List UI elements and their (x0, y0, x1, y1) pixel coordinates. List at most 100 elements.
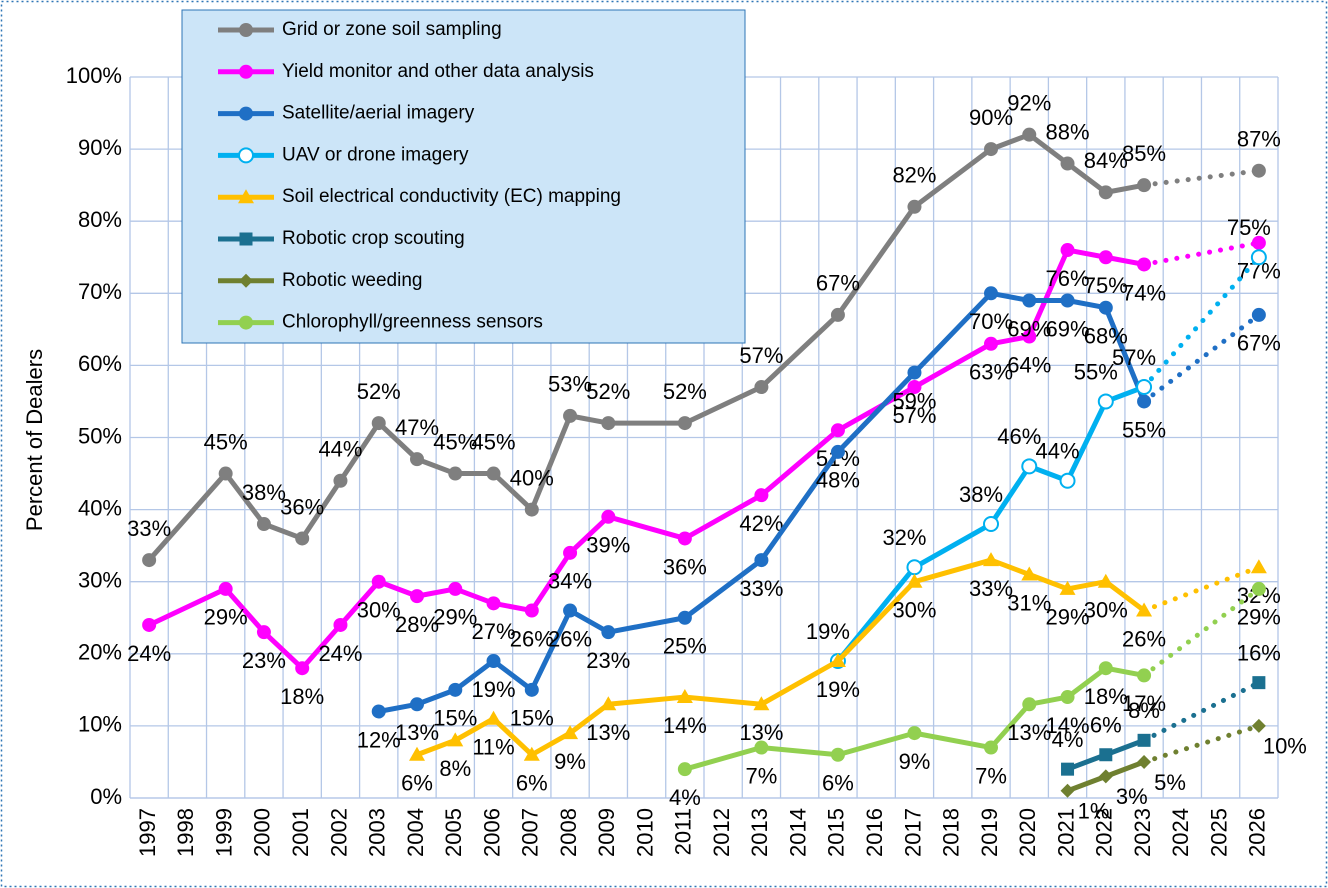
data-label: 45% (433, 429, 477, 454)
data-label: 16% (1237, 640, 1281, 665)
data-label: 11% (472, 735, 514, 760)
marker (1059, 472, 1076, 489)
x-tick-label: 2021 (1053, 808, 1078, 857)
data-label: 8% (1128, 698, 1160, 723)
marker (239, 232, 253, 246)
data-label: 85% (1122, 141, 1166, 166)
line-projection (1141, 586, 1262, 678)
marker (410, 697, 424, 712)
data-label: 46% (997, 424, 1041, 449)
data-label: 57% (892, 403, 936, 428)
marker (524, 502, 539, 517)
legend-label: Soil electrical conductivity (EC) mappin… (282, 186, 621, 207)
series (142, 235, 1266, 676)
data-label: 88% (1046, 119, 1090, 144)
marker (1098, 300, 1113, 315)
data-label: 38% (242, 480, 286, 505)
marker (677, 762, 692, 777)
x-tick-label: 2011 (671, 808, 696, 855)
data-label: 10% (1263, 734, 1307, 759)
data-label: 24% (127, 641, 171, 666)
line-projection (1141, 254, 1262, 390)
data-label: 25% (663, 634, 707, 659)
marker (239, 106, 253, 121)
marker (295, 661, 310, 676)
line-projection (1141, 168, 1262, 188)
data-label: 6% (401, 771, 433, 796)
marker (448, 682, 463, 697)
marker (410, 452, 424, 467)
data-label: 59% (892, 388, 936, 413)
data-label: 82% (892, 163, 936, 188)
y-axis-label: Percent of Dealers (22, 349, 47, 531)
x-tick-label: 2013 (747, 808, 772, 857)
data-label: 5% (1154, 770, 1186, 795)
data-label: 18% (280, 684, 324, 709)
data-label: 45% (472, 429, 516, 454)
marker (563, 408, 578, 423)
marker (142, 617, 157, 632)
line-projection (1141, 723, 1262, 765)
marker (754, 740, 769, 755)
data-label: 17% (1122, 691, 1166, 716)
marker (754, 380, 769, 395)
x-tick-label: 2004 (403, 808, 428, 857)
marker (448, 581, 463, 596)
data-label: 19% (472, 677, 516, 702)
data-label: 3% (1116, 784, 1148, 809)
data-label: 48% (816, 468, 860, 493)
marker (1137, 733, 1151, 747)
marker (333, 473, 348, 488)
marker (906, 559, 923, 576)
y-tick-label: 70% (78, 279, 122, 304)
legend-label: Robotic crop scouting (282, 228, 465, 249)
data-label: 36% (280, 494, 324, 519)
data-label: 44% (1036, 439, 1080, 464)
marker (1250, 559, 1267, 574)
data-label: 75% (1084, 273, 1128, 298)
data-label: 33% (739, 576, 783, 601)
marker (1136, 379, 1153, 396)
data-label: 6% (516, 771, 548, 796)
marker (1251, 235, 1266, 250)
data-label: 69% (1007, 316, 1051, 341)
series (409, 552, 1267, 761)
marker (984, 286, 998, 301)
y-tick-label: 40% (78, 495, 122, 520)
marker (677, 610, 692, 625)
marker (563, 603, 578, 618)
data-label: 8% (439, 756, 471, 781)
marker (1251, 307, 1266, 322)
data-label: 52% (663, 379, 707, 404)
data-label: 24% (318, 641, 362, 666)
legend-box (181, 9, 746, 344)
marker (142, 553, 157, 568)
marker (907, 380, 922, 395)
marker (1060, 156, 1075, 171)
marker (1060, 243, 1075, 258)
data-label: 26% (510, 626, 554, 651)
data-label: 29% (204, 605, 248, 630)
marker (1061, 762, 1075, 776)
marker (1251, 718, 1266, 733)
x-tick-label: 2020 (1015, 808, 1040, 857)
data-label: 6% (1090, 713, 1122, 738)
marker (984, 336, 998, 351)
marker (1021, 566, 1038, 581)
legend: Grid or zone soil sampling Yield monitor … (181, 9, 746, 344)
data-label: 14% (1046, 713, 1090, 738)
data-label: 13% (586, 720, 630, 745)
marker (1137, 754, 1152, 769)
series (677, 581, 1266, 777)
marker (1137, 257, 1152, 272)
marker (1098, 661, 1113, 676)
data-label: 53% (548, 372, 592, 397)
data-label: 64% (1007, 352, 1051, 377)
x-tick-label: 2000 (250, 808, 275, 857)
data-label: 42% (739, 511, 783, 536)
data-label: 67% (816, 271, 860, 296)
data-label: 47% (395, 415, 439, 440)
x-tick-label: 2026 (1245, 808, 1270, 857)
data-label: 57% (739, 343, 783, 368)
